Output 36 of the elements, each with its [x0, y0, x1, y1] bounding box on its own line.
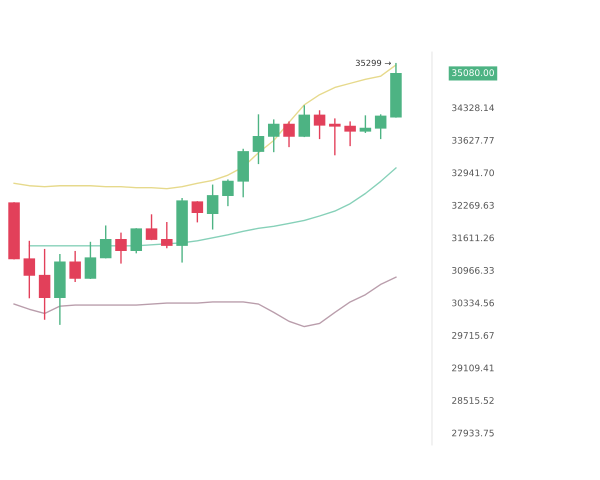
y-tick-label: 34328.14 [452, 104, 494, 112]
candlestick [374, 114, 386, 140]
y-tick-label: 32269.63 [452, 202, 494, 209]
candlestick [84, 242, 96, 279]
text: 35080.00 [452, 69, 494, 76]
candlestick [252, 114, 264, 164]
candlestick [344, 121, 356, 146]
y-tick-label: 30966.33 [452, 266, 494, 274]
y-tick-label: 32941.70 [452, 169, 494, 176]
candlestick [38, 248, 50, 320]
candlestick [69, 250, 81, 282]
y-tick-label: 30334.56 [452, 300, 494, 306]
candlestick [329, 118, 341, 156]
candlestick [206, 184, 218, 230]
y-tick-label: 31611.26 [452, 234, 494, 242]
line-series [13, 64, 397, 190]
annotation: 35299 → [356, 60, 391, 66]
y-tick-label: 29715.67 [452, 332, 494, 339]
candlestick [283, 121, 295, 148]
candlestick [298, 105, 310, 138]
candlestick [360, 115, 372, 133]
y-tick-label: 33627.77 [452, 136, 494, 144]
candlestick [192, 201, 204, 222]
y-tick-label: 29109.41 [452, 364, 494, 372]
candlestick [314, 110, 326, 140]
y-tick-label: 27933.75 [452, 430, 494, 436]
y-tick-label: 28515.52 [452, 397, 494, 404]
candlestick [115, 232, 127, 264]
candlestick [24, 240, 36, 298]
line-series [13, 276, 397, 328]
candlestick [100, 225, 112, 258]
candlestick [268, 119, 280, 152]
candlestick [130, 228, 142, 254]
candlestick [161, 222, 173, 248]
candlestick [146, 214, 158, 240]
candlestick [222, 179, 234, 206]
